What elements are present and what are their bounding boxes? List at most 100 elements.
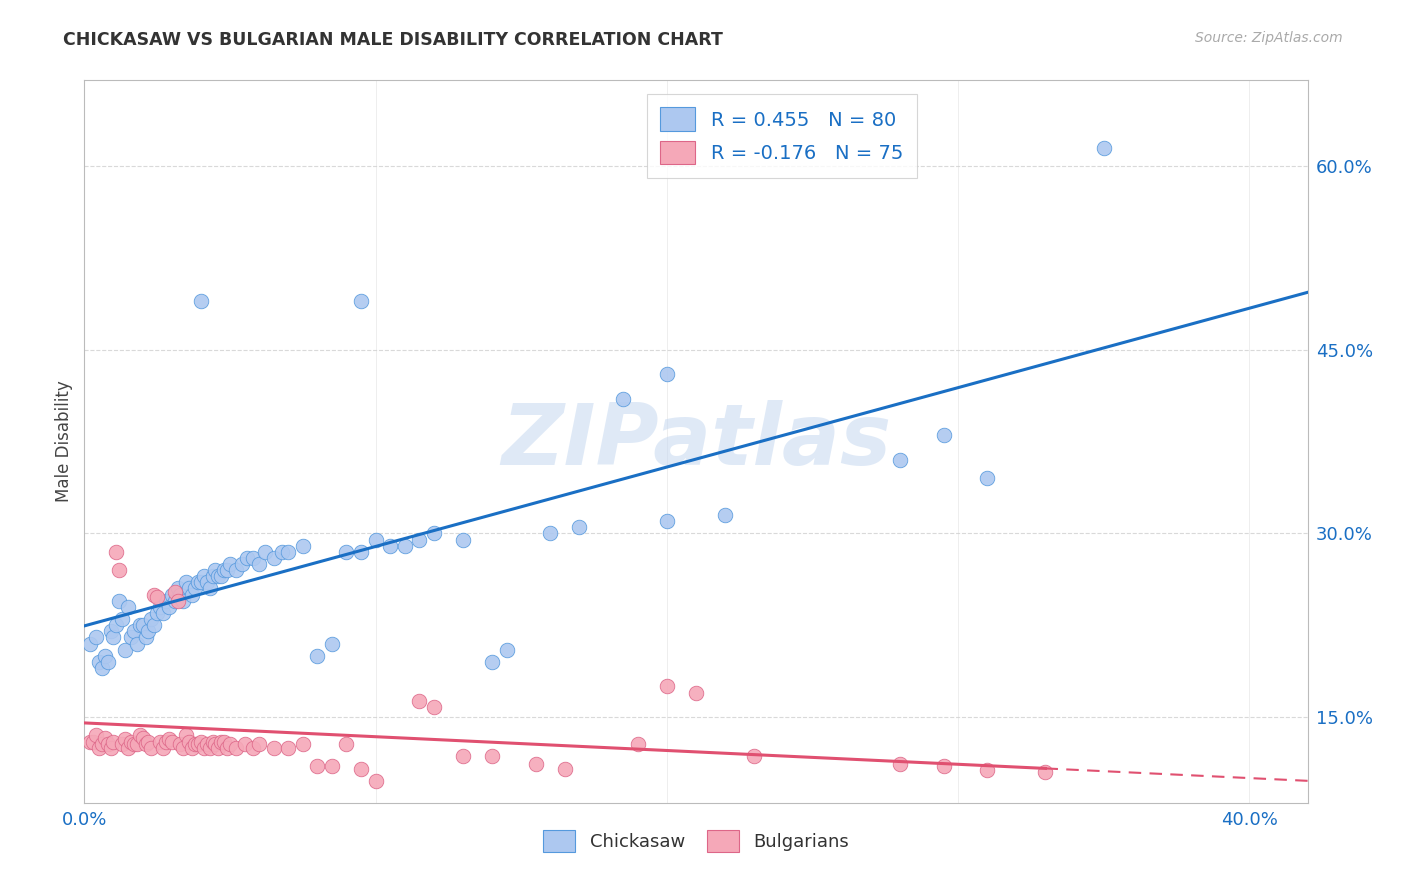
Y-axis label: Male Disability: Male Disability	[55, 381, 73, 502]
Point	[307, 648, 329, 663]
Point	[524, 756, 547, 771]
Point	[184, 582, 207, 596]
Point	[481, 749, 503, 764]
Legend: Chickasaw, Bulgarians: Chickasaw, Bulgarians	[536, 822, 856, 859]
Point	[152, 740, 174, 755]
Point	[233, 737, 256, 751]
Point	[217, 563, 239, 577]
Point	[181, 588, 204, 602]
Point	[225, 563, 247, 577]
Point	[932, 428, 955, 442]
Point	[219, 557, 242, 571]
Point	[207, 740, 229, 755]
Point	[394, 539, 416, 553]
Point	[166, 582, 188, 596]
Point	[247, 557, 270, 571]
Point	[155, 734, 177, 748]
Text: Source: ZipAtlas.com: Source: ZipAtlas.com	[1195, 31, 1343, 45]
Point	[160, 734, 183, 748]
Text: ZIPatlas: ZIPatlas	[501, 400, 891, 483]
Point	[364, 533, 387, 547]
Point	[122, 624, 145, 639]
Point	[932, 759, 955, 773]
Point	[742, 749, 765, 764]
Point	[242, 550, 264, 565]
Point	[87, 655, 110, 669]
Point	[190, 293, 212, 308]
Point	[253, 545, 276, 559]
Point	[193, 740, 215, 755]
Point	[1092, 141, 1115, 155]
Point	[889, 756, 911, 771]
Point	[152, 606, 174, 620]
Point	[128, 618, 150, 632]
Point	[131, 731, 153, 745]
Point	[93, 731, 115, 745]
Point	[195, 575, 218, 590]
Point	[135, 737, 157, 751]
Point	[84, 728, 107, 742]
Point	[87, 740, 110, 755]
Point	[219, 737, 242, 751]
Text: CHICKASAW VS BULGARIAN MALE DISABILITY CORRELATION CHART: CHICKASAW VS BULGARIAN MALE DISABILITY C…	[63, 31, 723, 49]
Point	[84, 631, 107, 645]
Point	[201, 569, 224, 583]
Point	[125, 637, 148, 651]
Point	[350, 762, 373, 776]
Point	[122, 737, 145, 751]
Point	[149, 599, 172, 614]
Point	[655, 514, 678, 528]
Point	[423, 526, 446, 541]
Point	[451, 749, 474, 764]
Point	[568, 520, 591, 534]
Point	[685, 685, 707, 699]
Point	[138, 734, 160, 748]
Point	[212, 563, 235, 577]
Point	[247, 737, 270, 751]
Point	[166, 593, 188, 607]
Point	[105, 545, 128, 559]
Point	[380, 539, 402, 553]
Point	[169, 588, 191, 602]
Point	[204, 563, 226, 577]
Point	[481, 655, 503, 669]
Point	[321, 759, 343, 773]
Point	[538, 526, 561, 541]
Point	[82, 734, 104, 748]
Point	[271, 545, 294, 559]
Point	[163, 593, 186, 607]
Point	[364, 773, 387, 788]
Point	[242, 740, 264, 755]
Point	[79, 637, 101, 651]
Point	[114, 732, 136, 747]
Point	[204, 737, 226, 751]
Point	[321, 637, 343, 651]
Point	[212, 734, 235, 748]
Point	[105, 618, 128, 632]
Point	[97, 737, 120, 751]
Point	[135, 631, 157, 645]
Point	[408, 694, 430, 708]
Point	[143, 588, 166, 602]
Point	[209, 734, 232, 748]
Point	[263, 740, 285, 755]
Point	[179, 734, 201, 748]
Point	[125, 737, 148, 751]
Point	[187, 575, 209, 590]
Point	[187, 737, 209, 751]
Point	[627, 737, 650, 751]
Point	[714, 508, 737, 522]
Point	[207, 569, 229, 583]
Point	[117, 599, 139, 614]
Point	[141, 612, 163, 626]
Point	[655, 367, 678, 381]
Point	[93, 648, 115, 663]
Point	[174, 575, 197, 590]
Point	[103, 631, 125, 645]
Point	[169, 737, 191, 751]
Point	[190, 734, 212, 748]
Point	[90, 661, 112, 675]
Point	[612, 392, 634, 406]
Point	[157, 732, 180, 747]
Point	[120, 631, 142, 645]
